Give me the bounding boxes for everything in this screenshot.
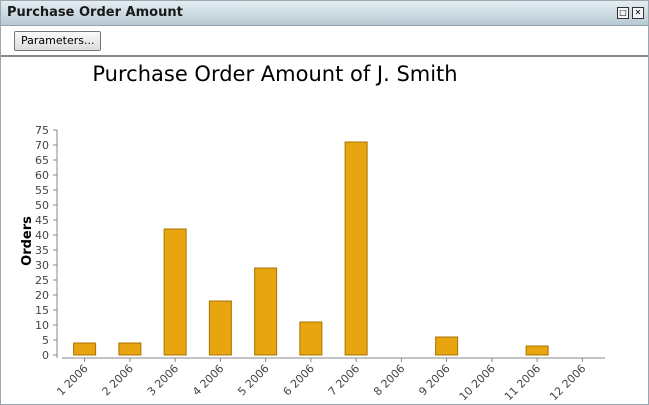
y-tick-label: 60 <box>35 169 49 182</box>
y-tick-label: 0 <box>42 349 49 362</box>
x-tick-label: 5 2006 <box>235 362 271 398</box>
y-tick-label: 30 <box>35 259 49 272</box>
y-tick-label: 25 <box>35 274 49 287</box>
bar <box>299 321 323 356</box>
x-tick-label: 8 2006 <box>371 362 407 398</box>
bar <box>525 345 549 356</box>
maximize-button[interactable]: □ <box>617 7 629 19</box>
x-tick-label: 3 2006 <box>145 362 181 398</box>
x-tick-label: 4 2006 <box>190 362 226 398</box>
x-tick-label: 7 2006 <box>326 362 362 398</box>
window-title: Purchase Order Amount <box>7 5 183 20</box>
bar <box>163 228 187 356</box>
bar <box>208 300 232 356</box>
x-tick-label: 2 2006 <box>100 362 136 398</box>
bar <box>344 141 368 356</box>
chart-title: Purchase Order Amount of J. Smith <box>92 62 457 86</box>
chart: Purchase Order Amount of J. Smith Orders… <box>20 62 605 403</box>
y-tick-label: 65 <box>35 154 49 167</box>
close-button[interactable]: ✕ <box>632 7 644 19</box>
y-tick-label: 75 <box>35 124 49 137</box>
y-tick-label: 5 <box>42 334 49 347</box>
bar <box>435 336 459 356</box>
y-axis-label: Orders <box>20 216 35 266</box>
parameters-button[interactable]: Parameters... <box>14 31 102 51</box>
x-tick-label: 6 2006 <box>281 362 317 398</box>
x-tick-label: 9 2006 <box>416 362 452 398</box>
y-tick-label: 20 <box>35 289 49 302</box>
bar <box>254 267 278 356</box>
bar <box>73 342 97 356</box>
x-tick-label: 11 2006 <box>502 362 543 403</box>
title-bar: Purchase Order Amount □ ✕ <box>1 1 648 26</box>
x-tick-label: 1 2006 <box>54 362 90 398</box>
x-tick-label: 10 2006 <box>457 362 498 403</box>
bar <box>118 342 142 356</box>
y-tick-label: 50 <box>35 199 49 212</box>
y-tick-label: 45 <box>35 214 49 227</box>
y-tick-label: 15 <box>35 304 49 317</box>
y-tick-label: 35 <box>35 244 49 257</box>
toolbar: Parameters... <box>1 26 648 57</box>
y-tick-label: 40 <box>35 229 49 242</box>
y-tick-label: 10 <box>35 319 49 332</box>
y-tick-label: 55 <box>35 184 49 197</box>
x-tick-label: 12 2006 <box>547 362 588 403</box>
y-tick-label: 70 <box>35 139 49 152</box>
